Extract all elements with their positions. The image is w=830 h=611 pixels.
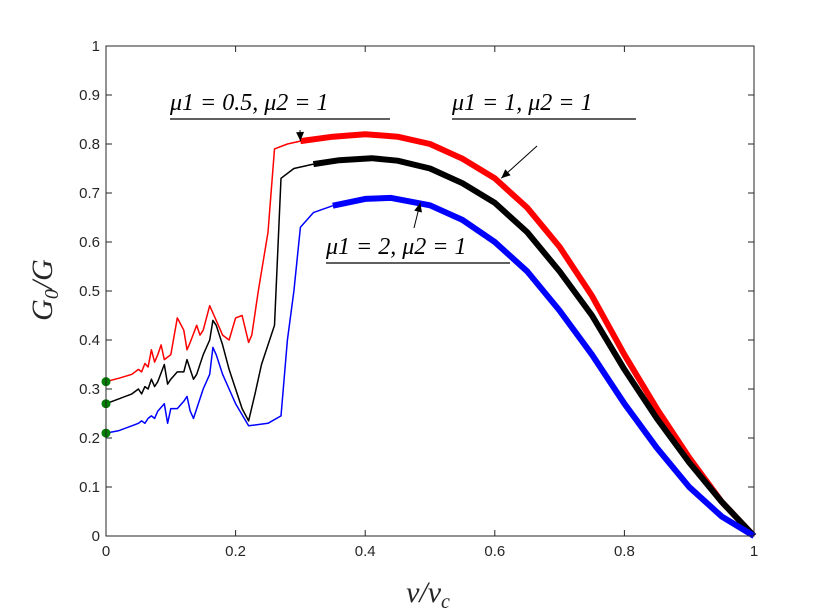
y-tick-label: 1 bbox=[92, 38, 100, 55]
y-tick-label: 0.2 bbox=[79, 430, 100, 447]
x-tick-label: 0.6 bbox=[484, 543, 505, 560]
series-0-thick-line bbox=[299, 131, 757, 539]
x-tick-label: 0.8 bbox=[614, 543, 635, 560]
y-tick-label: 0.5 bbox=[79, 283, 100, 300]
annotation-1: μ1 = 1, μ2 = 1 bbox=[451, 90, 636, 179]
y-tick-label: 0.6 bbox=[79, 234, 100, 251]
series-1-thin-line bbox=[105, 163, 314, 422]
x-tick-label: 0 bbox=[102, 543, 110, 560]
x-axis-label: v/vc bbox=[406, 576, 450, 611]
x-tick-label: 0.2 bbox=[225, 543, 246, 560]
y-tick-label: 0.1 bbox=[79, 479, 100, 496]
series-1-thick-line bbox=[312, 155, 757, 539]
y-tick-label: 0.7 bbox=[79, 185, 100, 202]
annotation-label: μ1 = 0.5, μ2 = 1 bbox=[169, 90, 328, 116]
y-tick-label: 0.9 bbox=[79, 87, 100, 104]
series-2-thick-line bbox=[332, 194, 756, 539]
y-tick-label: 0.4 bbox=[79, 332, 100, 349]
ticks: 0 0.2 0.4 0.6 0.8 1 0 0.1 0.2 0.3 0.4 0.5 0.6 0.7 0.8 0… bbox=[79, 38, 758, 560]
annotation-label: μ1 = 1, μ2 = 1 bbox=[451, 90, 592, 116]
annotation-label: μ1 = 2, μ2 = 1 bbox=[325, 234, 466, 260]
y-axis-label: G0/G bbox=[26, 259, 63, 321]
annotation-0: μ1 = 0.5, μ2 = 1 bbox=[169, 90, 390, 142]
annotation-arrowhead bbox=[296, 131, 305, 142]
plot-area bbox=[101, 131, 757, 539]
annotation-arrowhead bbox=[501, 169, 511, 179]
y-tick-label: 0.8 bbox=[79, 136, 100, 153]
x-tick-label: 0.4 bbox=[355, 543, 376, 560]
annotation-arrowhead bbox=[414, 202, 422, 213]
annotation-2: μ1 = 2, μ2 = 1 bbox=[325, 202, 510, 264]
x-tick-label: 1 bbox=[750, 543, 758, 560]
annotations: μ1 = 0.5, μ2 = 1 μ1 = 1, μ2 = 1 μ1 = 2, μ2… bbox=[169, 90, 636, 264]
y-tick-label: 0 bbox=[92, 528, 100, 545]
series-0-thin-line bbox=[105, 140, 301, 383]
y-tick-label: 0.3 bbox=[79, 381, 100, 398]
series-2-thin-line bbox=[105, 204, 334, 434]
